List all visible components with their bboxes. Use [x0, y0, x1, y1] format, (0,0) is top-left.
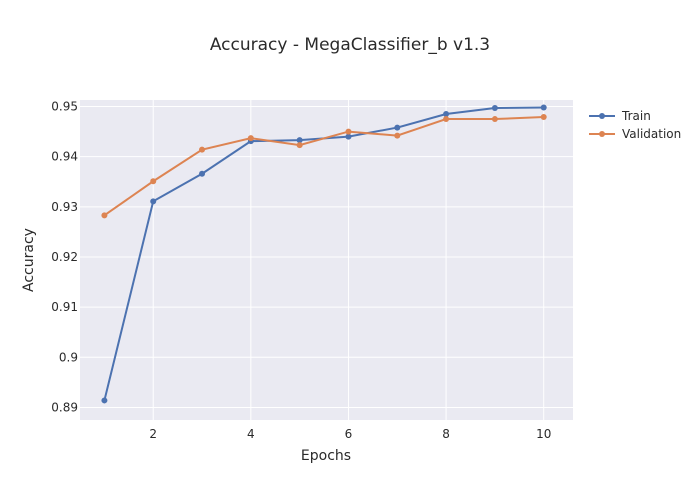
train-point — [443, 111, 450, 118]
validation-line — [103, 116, 544, 217]
train-point — [345, 133, 352, 140]
train-point — [150, 198, 157, 205]
y-tick-label: 0.94 — [51, 150, 78, 164]
validation-point — [247, 135, 254, 142]
x-axis-ticks: 2 4 6 8 10 — [149, 427, 551, 441]
legend-item-train[interactable]: Train — [589, 109, 651, 123]
train-point — [491, 105, 498, 112]
validation-point — [394, 132, 401, 139]
train-point — [394, 124, 401, 131]
train-point — [540, 104, 547, 111]
validation-point — [443, 116, 450, 123]
validation-point — [491, 116, 498, 123]
legend-item-validation[interactable]: Validation — [589, 127, 681, 141]
y-tick-label: 0.91 — [51, 300, 78, 314]
plot-area — [80, 100, 573, 420]
chart-title: Accuracy - MegaClassifier_b v1.3 — [210, 35, 490, 55]
series-layer — [101, 104, 547, 404]
train-point — [101, 397, 108, 404]
y-tick-label: 0.92 — [51, 250, 78, 264]
y-axis-ticks: 0.89 0.9 0.91 0.92 0.93 0.94 0.95 — [51, 100, 78, 415]
legend-label: Validation — [622, 127, 681, 141]
validation-point — [540, 114, 547, 121]
legend-label: Train — [621, 109, 651, 123]
validation-point — [199, 146, 206, 153]
y-tick-label: 0.93 — [51, 200, 78, 214]
x-tick-label: 6 — [345, 427, 353, 441]
legend-swatch-marker — [599, 131, 605, 137]
y-tick-label: 0.89 — [51, 400, 78, 414]
validation-point — [296, 142, 303, 149]
y-tick-label: 0.9 — [59, 350, 78, 364]
train-point — [296, 137, 303, 144]
validation-point — [150, 178, 157, 185]
x-tick-label: 10 — [536, 427, 551, 441]
x-tick-label: 2 — [149, 427, 157, 441]
y-tick-label: 0.95 — [51, 100, 78, 114]
series-validation — [101, 114, 547, 219]
validation-point — [345, 128, 352, 135]
legend: Train Validation — [589, 109, 681, 141]
x-tick-label: 8 — [442, 427, 450, 441]
validation-point — [101, 212, 108, 219]
x-tick-label: 4 — [247, 427, 255, 441]
legend-swatch-marker — [599, 113, 605, 119]
x-axis-title: Epochs — [301, 448, 351, 464]
grid — [80, 100, 573, 420]
train-point — [199, 170, 206, 177]
y-axis-title: Accuracy — [21, 228, 37, 292]
